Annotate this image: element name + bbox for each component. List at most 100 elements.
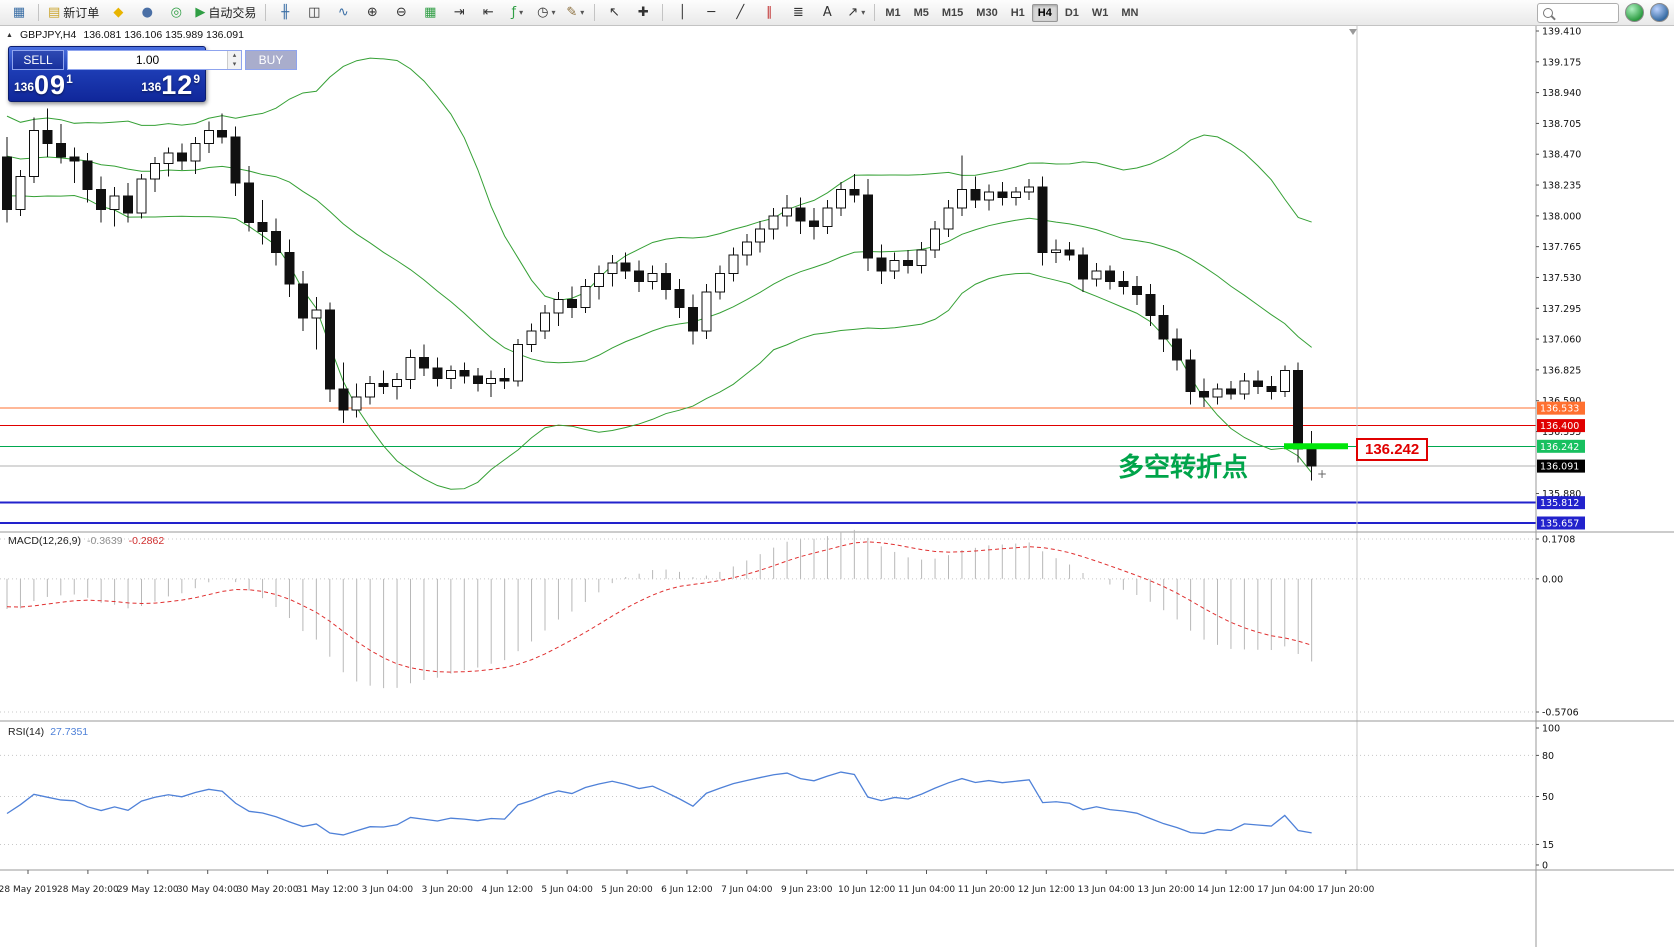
symbol-period-label: GBPJPY,H4 [19,29,77,41]
macd-value: -0.3639 [86,535,123,547]
caret-down-icon[interactable]: ▾ [519,8,524,17]
buy-button[interactable]: BUY [245,50,297,70]
indicators-icon: ƒ [511,5,517,20]
svg-text:135.880: 135.880 [1542,489,1581,500]
bar-chart-icon: ╫ [281,5,290,20]
svg-text:14 Jun 12:00: 14 Jun 12:00 [1197,885,1254,895]
chart-shift-icon: ⇤ [482,5,494,20]
svg-text:0.00: 0.00 [1542,574,1563,585]
autotrading-button[interactable]: ▶ 自动交易 [191,2,260,24]
svg-text:13 Jun 20:00: 13 Jun 20:00 [1138,885,1195,895]
svg-text:137.060: 137.060 [1542,335,1581,346]
timeframe-d1-button[interactable]: D1 [1064,6,1079,19]
svg-text:137.530: 137.530 [1542,273,1581,284]
svg-text:50: 50 [1542,792,1554,803]
timeframe-m5-button[interactable]: M5 [913,6,929,19]
text-button[interactable]: A [813,2,841,24]
caret-down-icon[interactable]: ▾ [551,8,556,17]
main-toolbar: ▦ ▤ 新订单 ◆ ● ◎ ▶ 自动交易 ╫ ◫ ∿ ⊕ ⊖ ▦ ⇥ ⇤ ƒ ▾ ◷ ▾ ✎ ▾ ↖ ✚ │ ─ ╱ ∥ ≣ A ↗ ▾ M1… [0,0,1674,26]
community-icon[interactable]: ◎ [162,2,190,24]
chart-thumbnail-icon[interactable]: ▦ [5,2,33,24]
price-level-tag: 136.242 [1356,438,1429,461]
equidistant-channel-button[interactable]: ∥ [755,2,783,24]
bar-chart-button[interactable]: ╫ [271,2,299,24]
cursor-button[interactable]: ↖ [600,2,628,24]
indicators-button[interactable]: ƒ ▾ [503,2,531,24]
vertical-line-button[interactable]: │ [668,2,696,24]
caret-down-icon[interactable]: ▾ [580,8,585,17]
buy-price[interactable]: 136 12 9 [141,70,200,100]
toolbar-separator [594,4,596,21]
timeframe-m1-button[interactable]: M1 [885,6,901,19]
help-icon[interactable] [1650,3,1669,22]
chart-shift-button[interactable]: ⇤ [474,2,502,24]
profile-icon-icon: ● [141,5,153,20]
svg-text:10 Jun 12:00: 10 Jun 12:00 [838,885,895,895]
volume-box: ▴ ▾ [67,50,242,70]
svg-text:136.533: 136.533 [1540,404,1579,415]
svg-text:4 Jun 12:00: 4 Jun 12:00 [481,885,533,895]
svg-text:7 Jun 04:00: 7 Jun 04:00 [721,885,773,895]
arrows-button[interactable]: ↗ ▾ [842,2,870,24]
svg-text:6 Jun 12:00: 6 Jun 12:00 [661,885,713,895]
timeframe-w1-button[interactable]: W1 [1091,6,1109,19]
new-order-button-label: 新订单 [63,6,100,20]
search-input[interactable] [1557,5,1607,20]
templates-button[interactable]: ✎ ▾ [561,2,589,24]
zoom-out-icon: ⊖ [395,5,407,20]
auto-scroll-button[interactable]: ⇥ [445,2,473,24]
svg-text:100: 100 [1542,724,1560,735]
crosshair-button[interactable]: ✚ [629,2,657,24]
candlestick-button[interactable]: ◫ [300,2,328,24]
caret-down-icon[interactable]: ▾ [861,8,866,17]
svg-text:15: 15 [1542,840,1554,851]
svg-text:138.235: 138.235 [1542,181,1581,192]
svg-text:31 May 12:00: 31 May 12:00 [297,885,359,895]
tile-windows-button[interactable]: ▦ [416,2,444,24]
community-globe-icon[interactable] [1625,3,1644,22]
ask-big-digits: 12 [161,70,194,100]
bid-big-digits: 09 [34,70,67,100]
line-chart-button[interactable]: ∿ [329,2,357,24]
autotrading-button-label: 自动交易 [208,6,257,20]
timeframe-m30-button[interactable]: M30 [976,6,998,19]
horizontal-line-icon: ─ [707,5,716,20]
profile-icon[interactable]: ● [133,2,161,24]
periods-button[interactable]: ◷ ▾ [532,2,560,24]
fibonacci-button[interactable]: ≣ [784,2,812,24]
collapse-subwindow-icon[interactable]: ▲ [6,31,13,39]
bid-prefix: 136 [14,80,35,94]
svg-text:135.812: 135.812 [1540,498,1579,509]
symbol-search[interactable] [1537,2,1619,23]
svg-text:139.410: 139.410 [1542,27,1581,38]
volume-input[interactable] [68,51,227,69]
sell-price[interactable]: 136 09 1 [14,70,73,100]
fibonacci-icon: ≣ [792,5,804,20]
timeframe-mn-button[interactable]: MN [1121,6,1139,19]
tile-windows-icon: ▦ [424,5,437,20]
chart-canvas[interactable]: +139.410 139.175 138.940 138.705 138.470 138.… [0,26,1674,947]
sell-button[interactable]: SELL [12,50,64,70]
volume-down-button[interactable]: ▾ [228,60,241,69]
new-order-button[interactable]: ▤ 新订单 [44,2,103,24]
line-chart-icon: ∿ [337,5,349,20]
horizontal-line-button[interactable]: ─ [697,2,725,24]
zoom-out-button[interactable]: ⊖ [387,2,415,24]
gift-icon[interactable]: ◆ [104,2,132,24]
timeframe-h1-button[interactable]: H1 [1010,6,1025,19]
svg-text:28 May 2019: 28 May 2019 [0,885,58,895]
svg-text:5 Jun 04:00: 5 Jun 04:00 [541,885,593,895]
templates-icon: ✎ [566,5,578,20]
timeframe-m15-button[interactable]: M15 [941,6,964,19]
community-icon-icon: ◎ [170,5,182,20]
svg-text:29 May 12:00: 29 May 12:00 [117,885,179,895]
zoom-in-button[interactable]: ⊕ [358,2,386,24]
svg-text:138.705: 138.705 [1542,119,1581,130]
volume-up-button[interactable]: ▴ [228,51,241,60]
trendline-button[interactable]: ╱ [726,2,754,24]
zoom-in-icon: ⊕ [366,5,378,20]
timeframe-h4-button[interactable]: H4 [1031,3,1058,22]
svg-text:0.1708: 0.1708 [1542,535,1575,546]
timeframe-toolbar: M1 M5 M15 M30 H1 H4 D1 W1 MN [879,3,1144,22]
